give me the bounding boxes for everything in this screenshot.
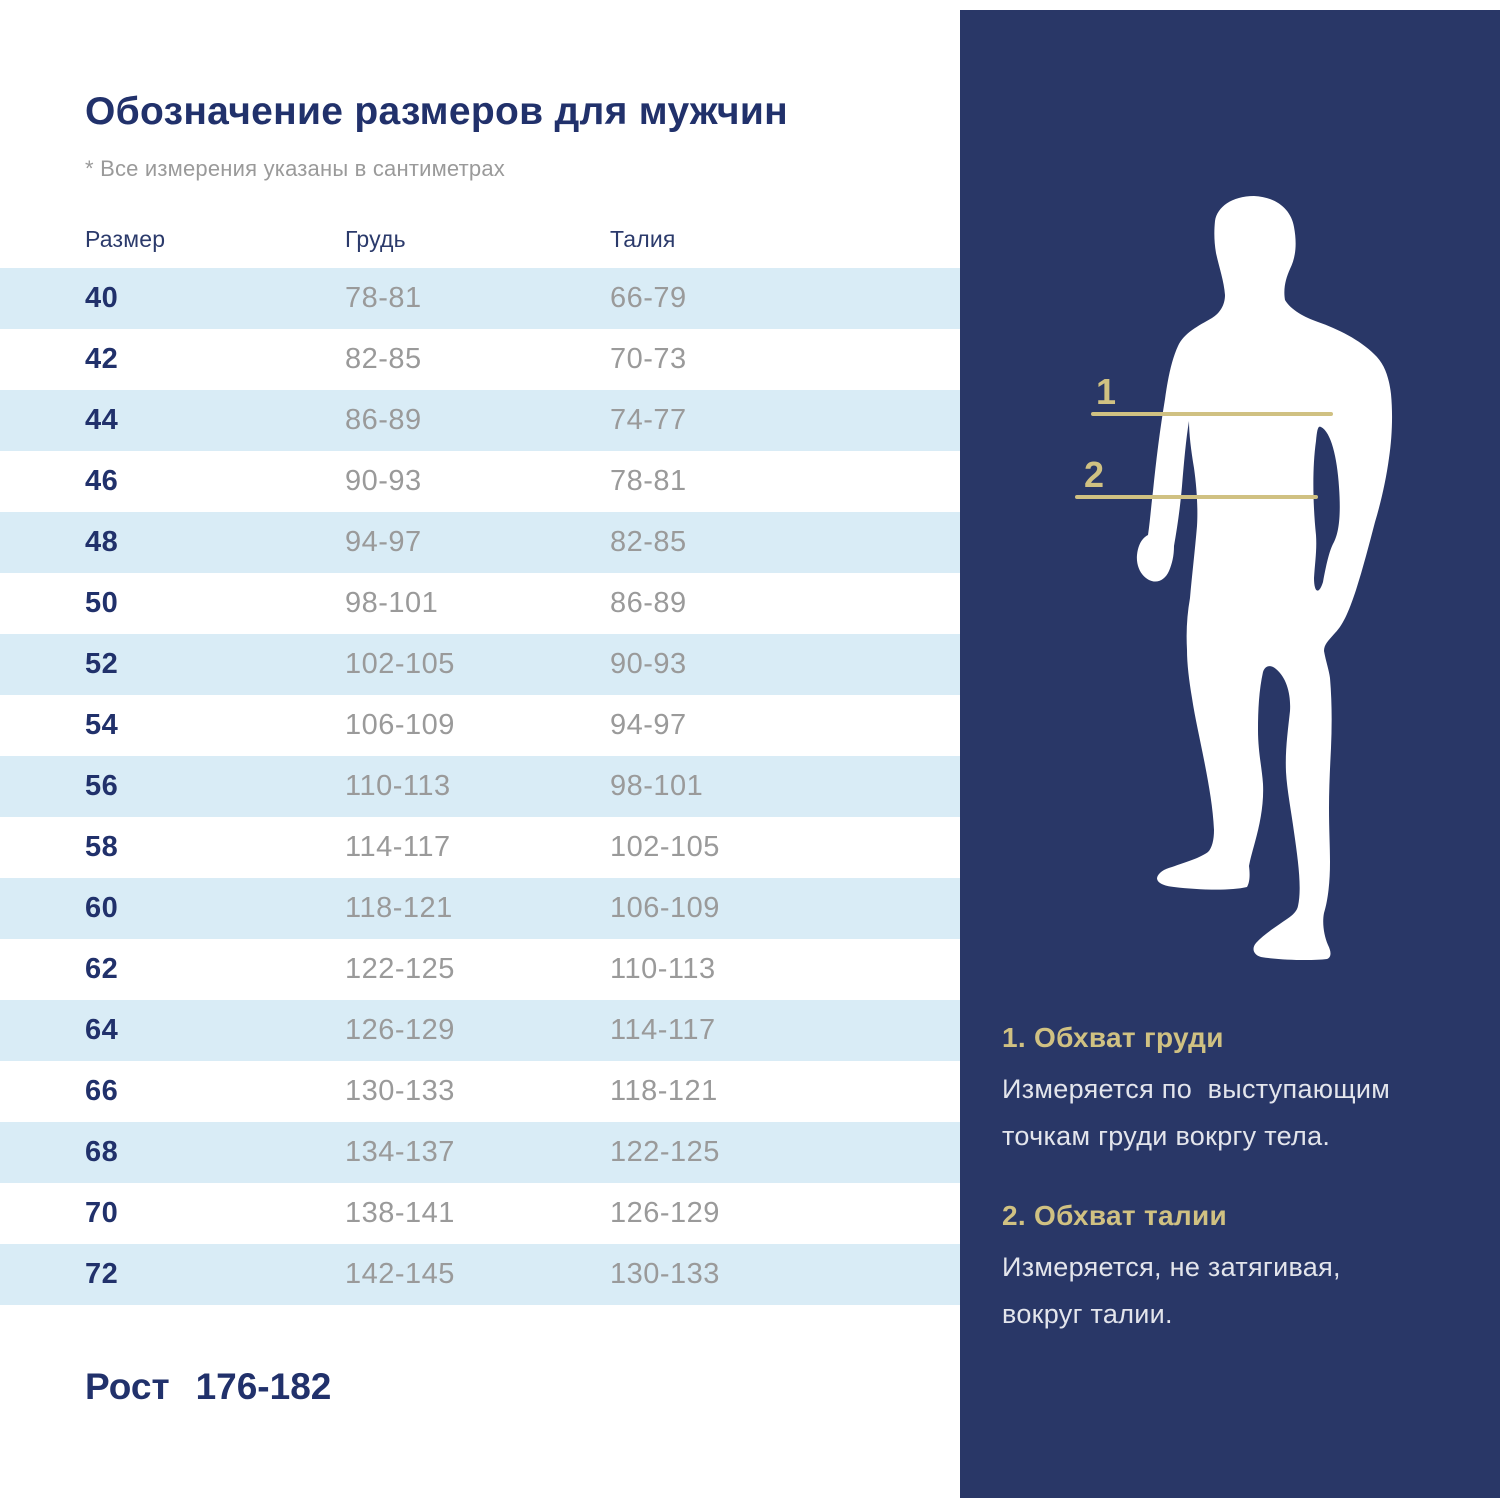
table-row: 58 114-117 102-105 (0, 817, 960, 878)
cell-size: 48 (85, 526, 119, 558)
cell-chest: 138-141 (345, 1197, 455, 1229)
cell-chest: 110-113 (345, 770, 451, 802)
table-row: 56 110-113 98-101 (0, 756, 960, 817)
table-row: 68 134-137 122-125 (0, 1122, 960, 1183)
cell-chest: 106-109 (345, 709, 455, 741)
height-label: Рост (85, 1366, 170, 1407)
cell-waist: 74-77 (610, 404, 687, 436)
cell-chest: 82-85 (345, 343, 422, 375)
table-row: 64 126-129 114-117 (0, 1000, 960, 1061)
size-table: 40 78-81 66-79 42 82-85 70-73 44 86-89 74-77 46 90… (0, 268, 960, 1305)
column-header-chest: Грудь (345, 225, 406, 252)
cell-chest: 90-93 (345, 465, 422, 497)
column-header-size: Размер (85, 225, 166, 252)
cell-waist: 94-97 (610, 709, 687, 741)
cell-chest: 130-133 (345, 1075, 455, 1107)
cell-chest: 122-125 (345, 953, 455, 985)
cell-waist: 110-113 (610, 953, 716, 985)
cell-size: 42 (85, 343, 119, 375)
cell-chest: 94-97 (345, 526, 422, 558)
cell-chest: 134-137 (345, 1136, 455, 1168)
legend-chest-text: Измеряется по выступающим точкам груди в… (1002, 1074, 1391, 1151)
table-row: 60 118-121 106-109 (0, 878, 960, 939)
cell-chest: 86-89 (345, 404, 422, 436)
chest-marker-label: 1 (1096, 371, 1116, 412)
cell-chest: 126-129 (345, 1014, 455, 1046)
cell-waist: 114-117 (610, 1014, 716, 1046)
measurement-panel: 1 2 1. Обхват груди Измеряется по выступ… (960, 10, 1500, 1498)
cell-size: 46 (85, 465, 119, 497)
table-row: 66 130-133 118-121 (0, 1061, 960, 1122)
legend-waist-text: Измеряется, не затягивая, вокруг талии. (1002, 1252, 1341, 1329)
cell-waist: 82-85 (610, 526, 687, 558)
table-row: 70 138-141 126-129 (0, 1183, 960, 1244)
measurement-legend: 1. Обхват груди Измеряется по выступающи… (1002, 1022, 1454, 1338)
content-area: Обозначение размеров для мужчин * Все из… (0, 90, 960, 1408)
table-row: 62 122-125 110-113 (0, 939, 960, 1000)
cell-waist: 118-121 (610, 1075, 718, 1107)
cell-chest: 142-145 (345, 1258, 455, 1290)
cell-waist: 98-101 (610, 770, 704, 802)
cell-size: 64 (85, 1014, 119, 1046)
cell-waist: 102-105 (610, 831, 720, 863)
table-row: 50 98-101 86-89 (0, 573, 960, 634)
cell-waist: 90-93 (610, 648, 687, 680)
table-header: Размер Грудь Талия (0, 210, 960, 268)
table-row: 52 102-105 90-93 (0, 634, 960, 695)
cell-waist: 130-133 (610, 1258, 720, 1290)
cell-size: 70 (85, 1197, 119, 1229)
cell-size: 54 (85, 709, 119, 741)
legend-waist-heading: 2. Обхват талии (1002, 1200, 1227, 1231)
legend-chest: 1. Обхват груди Измеряется по выступающи… (1002, 1022, 1454, 1160)
cell-waist: 126-129 (610, 1197, 720, 1229)
legend-waist: 2. Обхват талии Измеряется, не затягивая… (1002, 1200, 1454, 1338)
table-row: 44 86-89 74-77 (0, 390, 960, 451)
table-row: 42 82-85 70-73 (0, 329, 960, 390)
body-silhouette (1136, 196, 1393, 961)
cell-size: 40 (85, 282, 119, 314)
column-header-waist: Талия (610, 225, 676, 252)
cell-chest: 118-121 (345, 892, 453, 924)
cell-chest: 102-105 (345, 648, 455, 680)
cell-waist: 122-125 (610, 1136, 720, 1168)
table-row: 46 90-93 78-81 (0, 451, 960, 512)
cell-waist: 70-73 (610, 343, 687, 375)
table-row: 72 142-145 130-133 (0, 1244, 960, 1305)
cell-size: 50 (85, 587, 119, 619)
cell-size: 68 (85, 1136, 119, 1168)
table-row: 40 78-81 66-79 (0, 268, 960, 329)
cell-waist: 66-79 (610, 282, 687, 314)
cell-size: 58 (85, 831, 119, 863)
cell-size: 60 (85, 892, 119, 924)
waist-marker-label: 2 (1084, 454, 1104, 495)
table-row: 54 106-109 94-97 (0, 695, 960, 756)
cell-size: 52 (85, 648, 119, 680)
legend-chest-heading: 1. Обхват груди (1002, 1022, 1224, 1053)
cell-waist: 86-89 (610, 587, 687, 619)
cell-chest: 78-81 (345, 282, 422, 314)
cell-chest: 98-101 (345, 587, 439, 619)
units-note: * Все измерения указаны в сантиметрах (85, 156, 505, 181)
table-row: 48 94-97 82-85 (0, 512, 960, 573)
page-title: Обозначение размеров для мужчин (85, 90, 788, 133)
cell-size: 72 (85, 1258, 119, 1290)
cell-chest: 114-117 (345, 831, 451, 863)
cell-size: 66 (85, 1075, 119, 1107)
cell-waist: 106-109 (610, 892, 720, 924)
cell-waist: 78-81 (610, 465, 687, 497)
height-note: Рост 176-182 (85, 1366, 331, 1408)
male-silhouette-illustration: 1 2 (1075, 196, 1393, 961)
cell-size: 62 (85, 953, 119, 985)
height-value: 176-182 (195, 1366, 332, 1407)
cell-size: 56 (85, 770, 119, 802)
cell-size: 44 (85, 404, 119, 436)
